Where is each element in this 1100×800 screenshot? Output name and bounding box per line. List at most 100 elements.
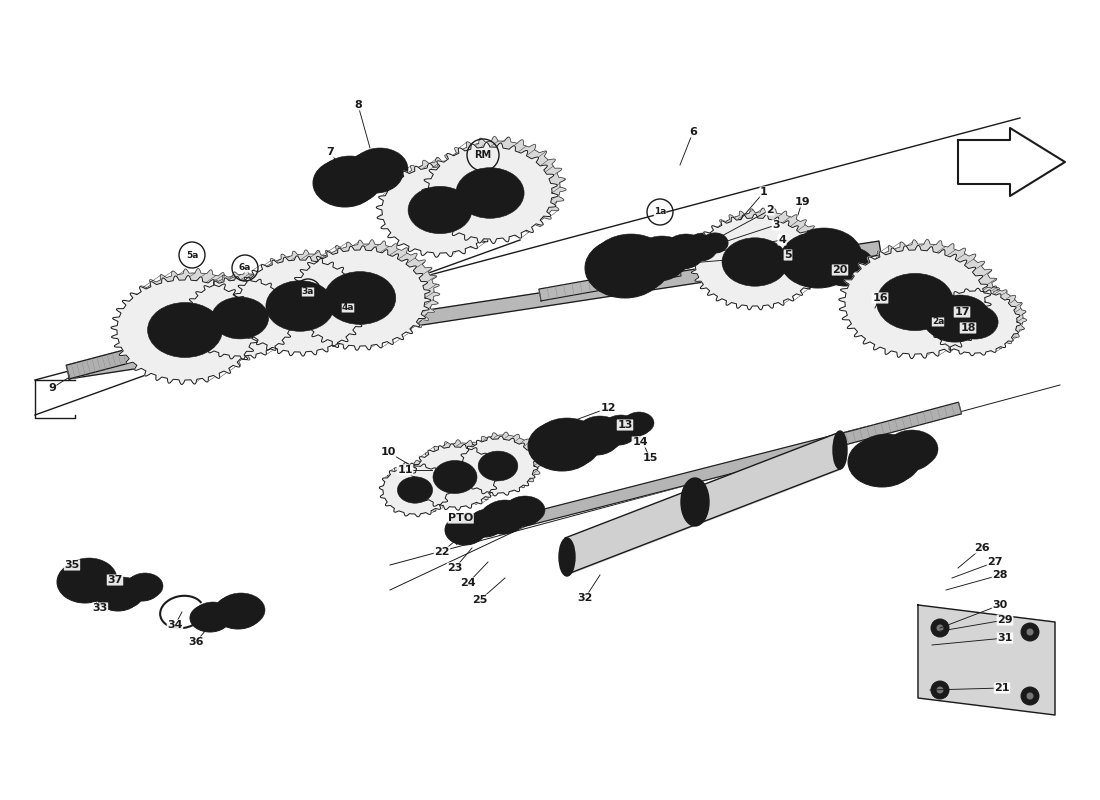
Ellipse shape bbox=[443, 468, 468, 486]
Ellipse shape bbox=[606, 254, 645, 282]
Text: 24: 24 bbox=[460, 578, 476, 588]
Ellipse shape bbox=[894, 286, 936, 318]
Ellipse shape bbox=[940, 309, 970, 331]
Ellipse shape bbox=[702, 233, 728, 253]
Ellipse shape bbox=[836, 439, 844, 461]
Ellipse shape bbox=[821, 250, 869, 286]
Ellipse shape bbox=[322, 166, 368, 200]
Ellipse shape bbox=[106, 586, 131, 604]
Circle shape bbox=[1021, 687, 1040, 705]
Ellipse shape bbox=[621, 414, 651, 436]
Ellipse shape bbox=[873, 456, 891, 468]
Text: 1: 1 bbox=[760, 187, 768, 197]
Ellipse shape bbox=[408, 186, 472, 234]
Ellipse shape bbox=[609, 424, 627, 438]
Polygon shape bbox=[463, 432, 542, 492]
Text: 35: 35 bbox=[65, 560, 79, 570]
Ellipse shape bbox=[487, 458, 509, 474]
Text: 34: 34 bbox=[167, 620, 183, 630]
Ellipse shape bbox=[546, 434, 579, 458]
Ellipse shape bbox=[852, 434, 921, 484]
Ellipse shape bbox=[126, 573, 163, 599]
Ellipse shape bbox=[337, 177, 353, 189]
Text: 8: 8 bbox=[354, 100, 362, 110]
Polygon shape bbox=[958, 128, 1065, 196]
Text: 28: 28 bbox=[992, 570, 1008, 580]
Ellipse shape bbox=[834, 260, 856, 276]
Ellipse shape bbox=[96, 579, 140, 611]
Ellipse shape bbox=[600, 417, 637, 445]
Text: 36: 36 bbox=[188, 637, 204, 647]
Ellipse shape bbox=[895, 443, 921, 461]
Text: 14: 14 bbox=[632, 437, 648, 447]
Ellipse shape bbox=[671, 245, 693, 261]
Polygon shape bbox=[111, 275, 258, 385]
Ellipse shape bbox=[266, 281, 334, 331]
Polygon shape bbox=[422, 142, 558, 243]
Ellipse shape bbox=[100, 577, 144, 609]
Ellipse shape bbox=[686, 233, 720, 259]
Text: 33: 33 bbox=[92, 603, 108, 613]
Ellipse shape bbox=[132, 581, 152, 595]
Text: 27: 27 bbox=[988, 557, 1003, 567]
Text: 23: 23 bbox=[448, 563, 463, 573]
Ellipse shape bbox=[356, 158, 393, 186]
Text: 29: 29 bbox=[998, 615, 1013, 625]
Circle shape bbox=[1026, 692, 1034, 700]
Polygon shape bbox=[697, 208, 828, 304]
Polygon shape bbox=[410, 444, 499, 510]
Polygon shape bbox=[918, 605, 1055, 715]
Text: 18: 18 bbox=[960, 323, 976, 333]
Circle shape bbox=[936, 625, 944, 631]
Ellipse shape bbox=[60, 558, 117, 600]
Ellipse shape bbox=[67, 569, 102, 595]
Ellipse shape bbox=[330, 171, 361, 194]
Polygon shape bbox=[121, 269, 270, 378]
Polygon shape bbox=[376, 162, 504, 258]
Text: 26: 26 bbox=[975, 543, 990, 553]
Ellipse shape bbox=[681, 478, 710, 526]
Text: 3a: 3a bbox=[301, 287, 315, 297]
Ellipse shape bbox=[596, 246, 653, 290]
Ellipse shape bbox=[346, 151, 403, 193]
Text: 19: 19 bbox=[794, 197, 810, 207]
Circle shape bbox=[1026, 629, 1034, 635]
Ellipse shape bbox=[502, 498, 542, 526]
Polygon shape bbox=[184, 277, 297, 359]
Ellipse shape bbox=[559, 538, 575, 576]
Ellipse shape bbox=[483, 500, 527, 532]
Ellipse shape bbox=[737, 249, 773, 275]
Ellipse shape bbox=[705, 231, 732, 251]
Ellipse shape bbox=[886, 430, 938, 468]
Ellipse shape bbox=[406, 482, 425, 497]
Ellipse shape bbox=[314, 159, 377, 207]
Ellipse shape bbox=[422, 197, 458, 223]
Ellipse shape bbox=[624, 412, 654, 434]
Ellipse shape bbox=[591, 234, 671, 294]
Circle shape bbox=[1021, 623, 1040, 641]
Text: 7: 7 bbox=[326, 147, 334, 157]
Polygon shape bbox=[379, 463, 451, 517]
Polygon shape bbox=[66, 342, 157, 378]
Polygon shape bbox=[690, 214, 821, 310]
Circle shape bbox=[936, 624, 944, 632]
Polygon shape bbox=[848, 239, 1000, 353]
Text: 16: 16 bbox=[872, 293, 888, 303]
Ellipse shape bbox=[780, 232, 856, 288]
Text: 21: 21 bbox=[994, 683, 1010, 693]
Ellipse shape bbox=[448, 513, 488, 543]
Ellipse shape bbox=[528, 421, 596, 471]
Text: 15: 15 bbox=[642, 453, 658, 463]
Text: 20: 20 bbox=[833, 265, 848, 275]
Ellipse shape bbox=[644, 249, 672, 271]
Polygon shape bbox=[232, 256, 367, 356]
Ellipse shape bbox=[563, 546, 571, 568]
Text: 4: 4 bbox=[778, 235, 785, 245]
Ellipse shape bbox=[615, 261, 635, 275]
Polygon shape bbox=[384, 460, 455, 514]
Ellipse shape bbox=[848, 437, 916, 487]
Polygon shape bbox=[539, 264, 681, 301]
Polygon shape bbox=[930, 288, 1021, 356]
Ellipse shape bbox=[877, 274, 954, 330]
Ellipse shape bbox=[57, 561, 113, 603]
